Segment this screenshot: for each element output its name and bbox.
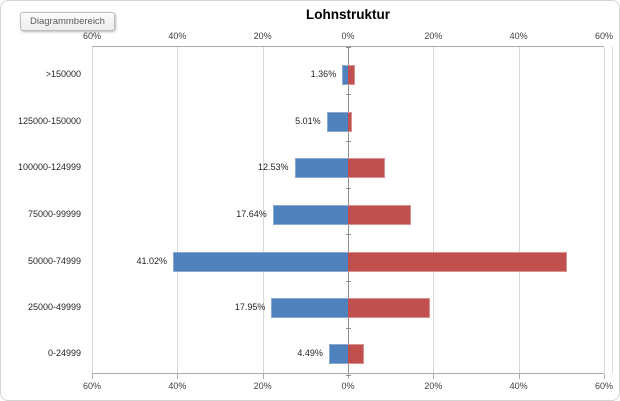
plot-right-border xyxy=(612,47,613,373)
bar-red-75000-99999[interactable] xyxy=(348,205,412,225)
bottom-axis-tick-label: 40% xyxy=(168,381,187,391)
bar-blue-25000-49999[interactable] xyxy=(271,298,348,318)
bar-blue->150000[interactable] xyxy=(342,65,348,85)
data-label: 17.64% xyxy=(236,209,267,219)
category-label: 100000-124999 xyxy=(17,162,81,172)
category-axis-tick xyxy=(346,375,351,376)
vertical-gridline xyxy=(92,47,93,373)
bottom-axis-tick xyxy=(177,374,179,379)
bar-blue-0-24999[interactable] xyxy=(328,344,348,364)
category-axis-tick xyxy=(346,140,351,142)
vertical-gridline xyxy=(518,47,520,373)
category-label: 75000-99999 xyxy=(27,209,81,219)
bar-blue-75000-99999[interactable] xyxy=(272,205,348,225)
bar-red-125000-150000[interactable] xyxy=(348,112,352,132)
category-axis-tick xyxy=(346,47,351,48)
bottom-axis-tick xyxy=(604,374,605,379)
data-label: 17.95% xyxy=(234,302,266,312)
bar-red-50000-74999[interactable] xyxy=(348,252,567,272)
bar-red-25000-49999[interactable] xyxy=(348,298,430,318)
bottom-axis-tick-label: 20% xyxy=(424,381,443,391)
bar-blue-125000-150000[interactable] xyxy=(326,112,348,132)
bottom-axis-tick xyxy=(433,374,435,379)
top-axis-tick-label: 0% xyxy=(341,31,355,41)
category-axis-tick xyxy=(346,93,351,95)
bar-blue-50000-74999[interactable] xyxy=(172,252,348,272)
category-label: 50000-74999 xyxy=(27,256,81,266)
top-axis-tick-label: 20% xyxy=(253,31,272,41)
data-label: 1.36% xyxy=(310,69,337,79)
top-axis-tick-label: 60% xyxy=(594,31,613,41)
bottom-axis-tick-label: 0% xyxy=(341,381,355,391)
bottom-axis-tick xyxy=(348,374,349,379)
category-label: 0-24999 xyxy=(47,348,81,358)
top-axis-tick-label: 40% xyxy=(168,31,187,41)
bottom-axis-tick xyxy=(262,374,264,379)
bottom-axis-tick-label: 60% xyxy=(82,381,101,391)
vertical-gridline xyxy=(177,47,179,373)
data-label: 5.01% xyxy=(295,116,321,126)
data-label: 4.49% xyxy=(297,348,323,358)
vertical-gridline xyxy=(433,47,435,373)
bar-red-100000-124999[interactable] xyxy=(348,158,386,178)
top-axis-tick-label: 20% xyxy=(424,31,443,41)
bottom-axis-tick xyxy=(518,374,520,379)
data-label: 12.53% xyxy=(258,162,289,172)
category-label: >150000 xyxy=(45,69,81,79)
category-axis-tick xyxy=(346,234,351,236)
bottom-axis-tick-label: 60% xyxy=(594,381,613,391)
chart-area-tooltip: Diagrammbereich xyxy=(20,12,115,31)
data-label: 41.02% xyxy=(136,256,167,266)
bar-red->150000[interactable] xyxy=(348,65,355,85)
category-axis-tick xyxy=(346,328,351,330)
bottom-axis-tick xyxy=(92,374,93,379)
chart-title[interactable]: Lohnstruktur xyxy=(306,7,390,22)
category-axis-tick xyxy=(346,187,351,189)
category-label: 125000-150000 xyxy=(17,116,81,126)
plot-area[interactable] xyxy=(92,46,613,376)
vertical-gridline xyxy=(262,47,264,373)
top-axis-tick-label: 40% xyxy=(509,31,528,41)
category-label: 25000-49999 xyxy=(27,302,81,312)
bottom-axis-tick-label: 40% xyxy=(509,381,528,391)
bar-blue-100000-124999[interactable] xyxy=(294,158,348,178)
bar-red-0-24999[interactable] xyxy=(348,344,365,364)
bottom-axis-tick-label: 20% xyxy=(253,381,272,391)
category-axis-tick xyxy=(346,281,351,283)
vertical-gridline xyxy=(604,47,605,373)
top-axis-tick-label: 60% xyxy=(82,31,101,41)
